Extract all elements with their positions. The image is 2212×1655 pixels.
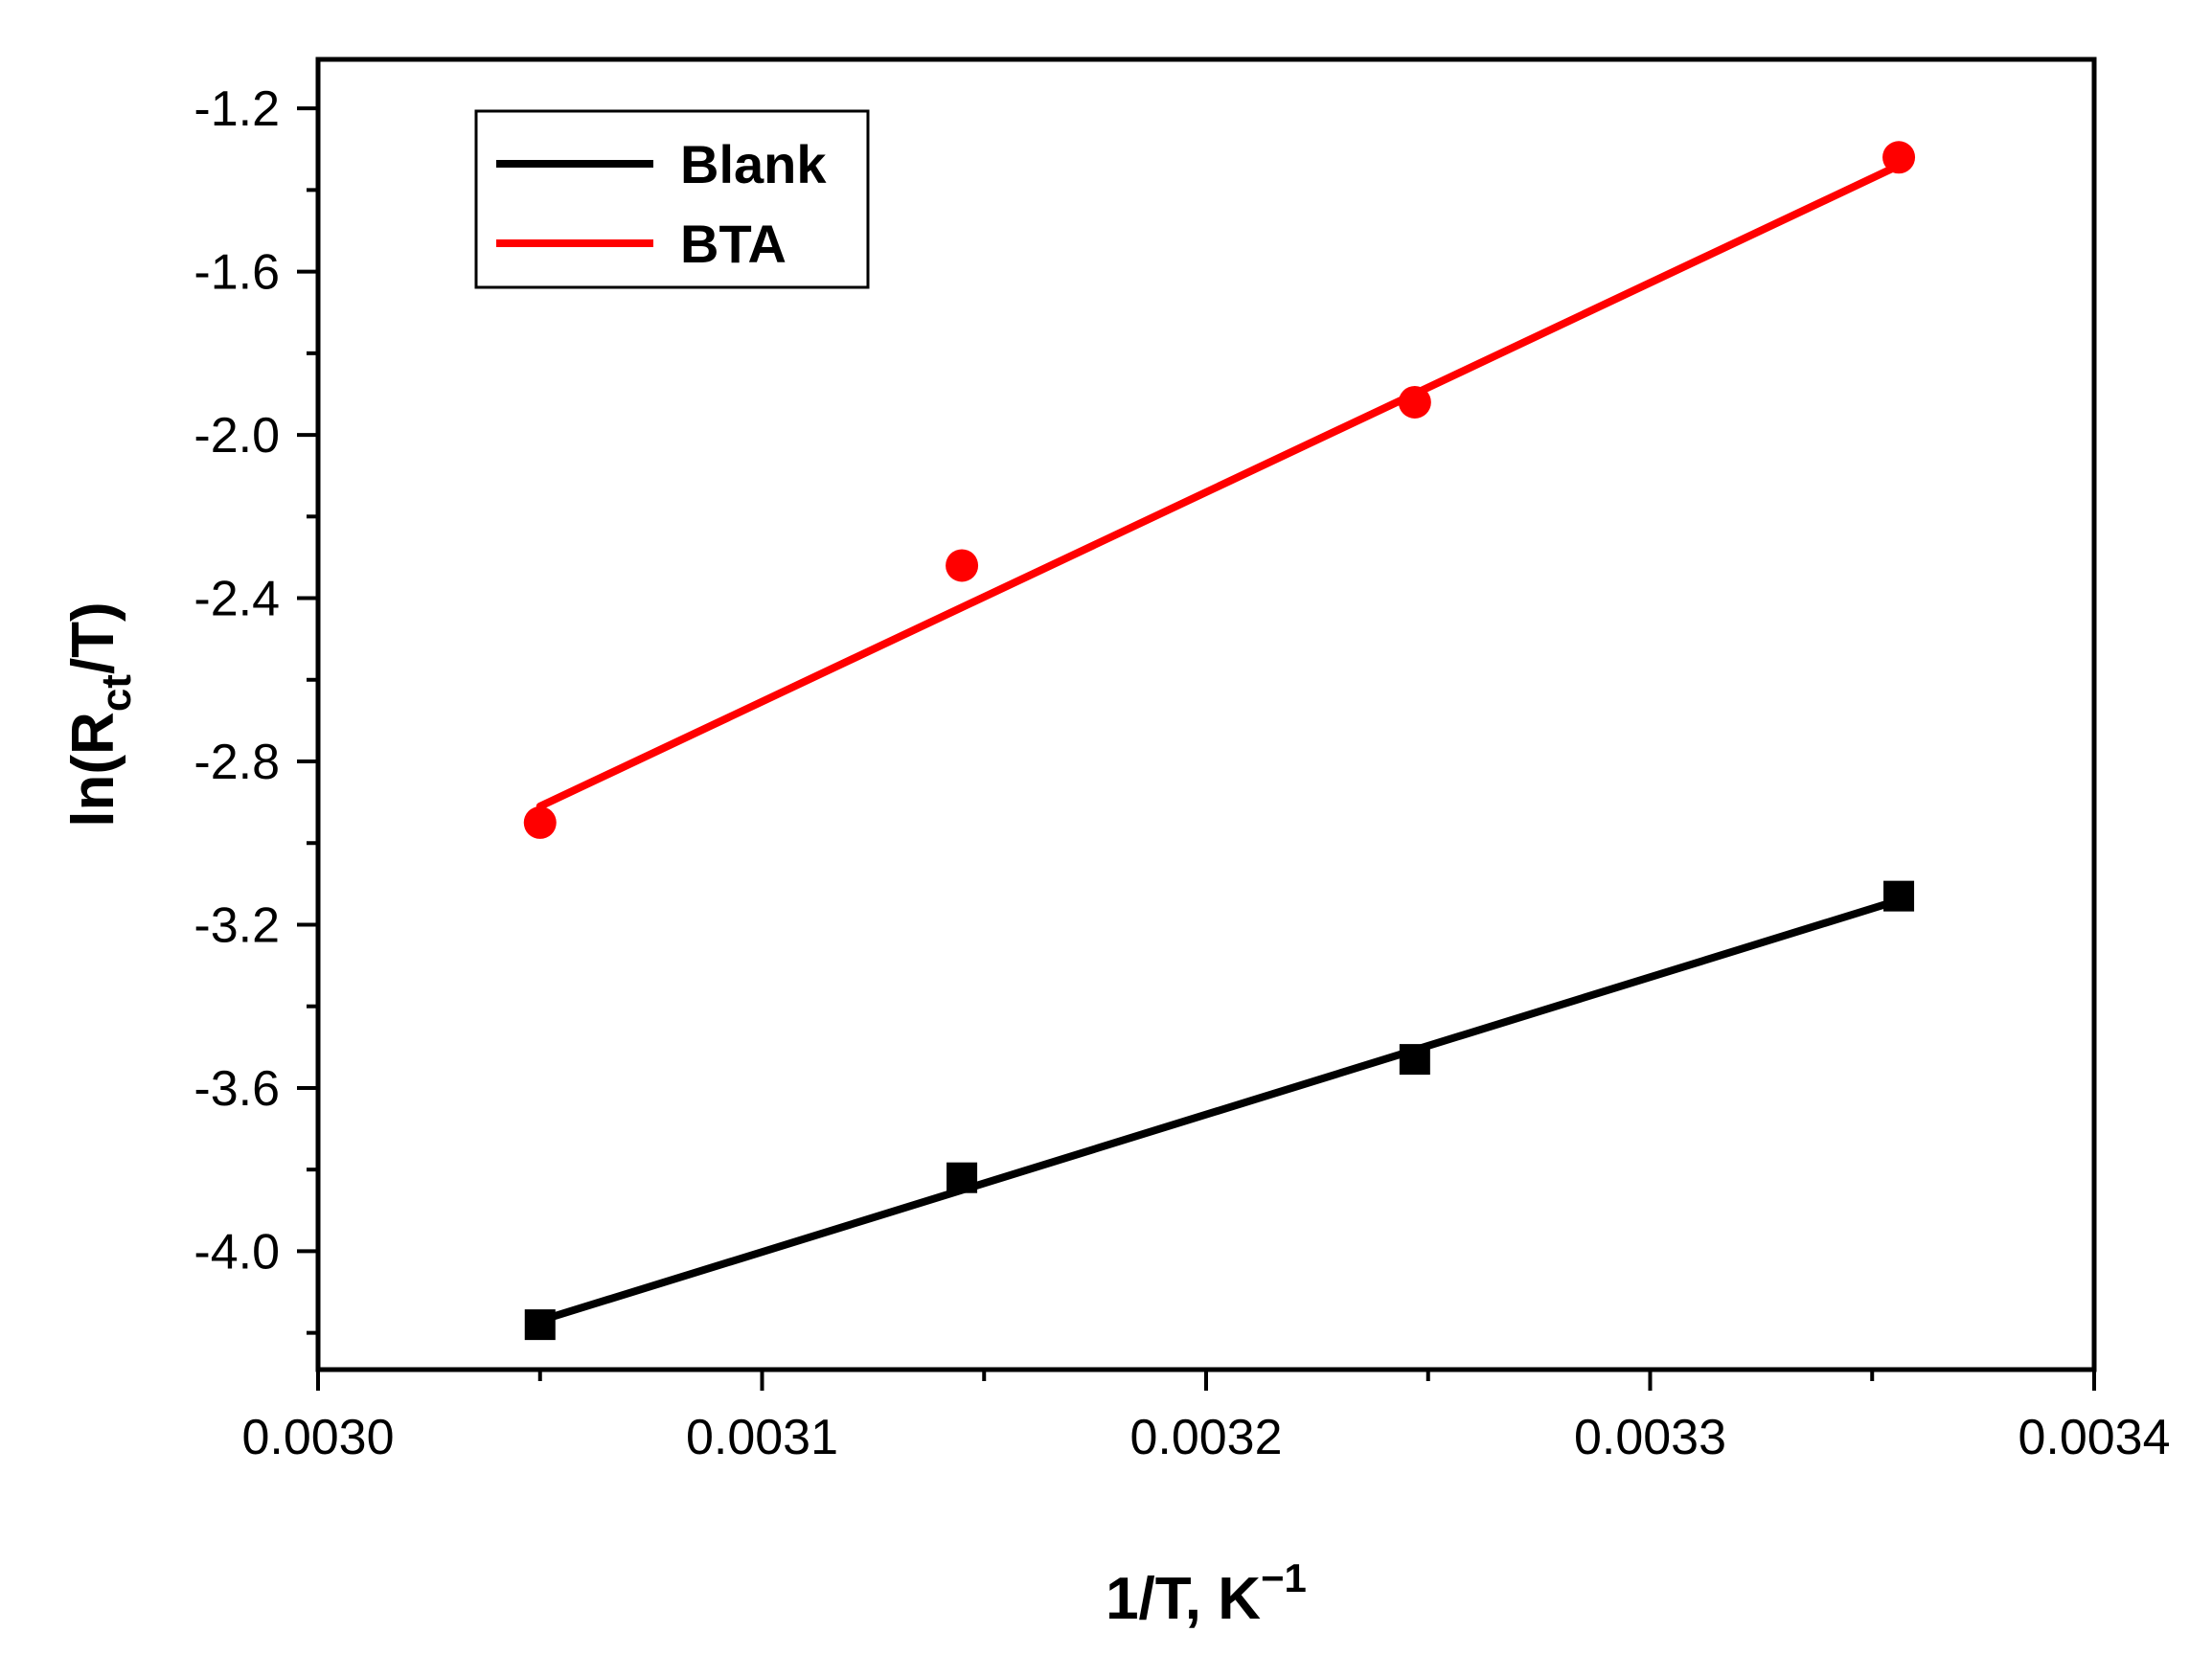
data-point-bta [946, 549, 979, 582]
legend-label-blank: Blank [680, 134, 827, 194]
data-point-bta [1882, 141, 1916, 174]
x-tick-label: 0.0033 [1574, 1410, 1726, 1465]
y-tick-label: -2.4 [194, 572, 280, 627]
y-axis-title: ln(Rct/T) [60, 601, 140, 827]
data-point-blank [524, 1309, 556, 1341]
y-tick-label: -1.6 [194, 245, 280, 301]
data-point-blank [1883, 880, 1915, 912]
fit-line-bta [536, 161, 1904, 810]
legend-label-bta: BTA [680, 214, 787, 274]
y-tick-label: -1.2 [194, 81, 280, 137]
y-tick-label: -2.8 [194, 735, 280, 790]
y-tick-label: -4.0 [194, 1224, 280, 1280]
x-tick-label: 0.0034 [2018, 1410, 2170, 1465]
x-axis-ticks: 0.0030 0.0031 0.0032 0.0033 0.0034 [241, 1370, 2171, 1465]
x-tick-label: 0.0031 [686, 1410, 838, 1465]
data-point-blank [946, 1162, 978, 1193]
y-tick-label: -2.0 [194, 408, 280, 464]
x-tick-label: 0.0032 [1129, 1410, 1282, 1465]
data-points [523, 141, 1916, 1341]
fit-lines [536, 161, 1904, 1325]
x-tick-label: 0.0030 [241, 1410, 394, 1465]
legend-box [474, 109, 870, 289]
y-axis-ticks: -1.2 -1.6 -2.0 -2.4 -2.8 -3.2 -3.6 -4.0 [194, 81, 318, 1335]
fit-line-blank [536, 896, 1904, 1325]
y-tick-label: -3.2 [194, 897, 280, 953]
data-point-blank [1399, 1044, 1430, 1076]
y-tick-label: -3.6 [194, 1061, 280, 1117]
x-axis-title: 1/T, K−1 [1106, 1555, 1307, 1632]
data-point-bta [523, 805, 557, 839]
legend: Blank BTA [474, 109, 870, 289]
data-point-bta [1398, 385, 1431, 419]
